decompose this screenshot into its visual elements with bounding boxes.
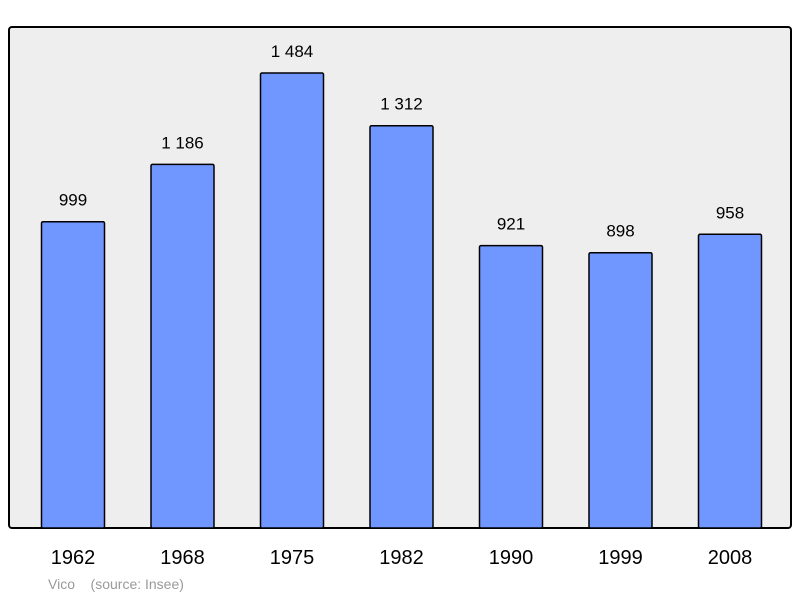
value-labels-layer: 999 1 186 1 484 1 312 921 898 958 [59, 42, 744, 241]
bar-1975 [259, 72, 325, 529]
x-tick-1975: 1975 [270, 547, 315, 569]
x-tick-1968: 1968 [160, 547, 205, 569]
value-label-1968: 1 186 [161, 133, 204, 152]
value-label-1990: 921 [497, 215, 525, 234]
caption-source: (source: Insee) [90, 576, 184, 592]
bars-layer [40, 72, 763, 529]
bar-1999 [588, 251, 653, 529]
value-label-1975: 1 484 [271, 42, 314, 61]
value-label-1962: 999 [59, 191, 87, 210]
x-tick-1990: 1990 [489, 547, 534, 569]
bar-1982 [369, 124, 434, 529]
bar-2008 [697, 233, 763, 529]
caption-place: Vico [48, 576, 75, 592]
bar-1990 [478, 244, 544, 529]
bar-1968 [150, 163, 215, 529]
x-tick-2008: 2008 [708, 547, 753, 569]
value-label-2008: 958 [716, 203, 744, 222]
value-label-1982: 1 312 [380, 95, 423, 114]
caption: Vico (source: Insee) [48, 576, 184, 592]
x-tick-1999: 1999 [598, 547, 643, 569]
x-tick-1962: 1962 [51, 547, 96, 569]
value-label-1999: 898 [606, 222, 634, 241]
x-tick-1982: 1982 [379, 547, 424, 569]
x-tick-labels-layer: 1962 1968 1975 1982 1990 1999 2008 [51, 547, 753, 569]
bar-1962 [40, 220, 106, 529]
